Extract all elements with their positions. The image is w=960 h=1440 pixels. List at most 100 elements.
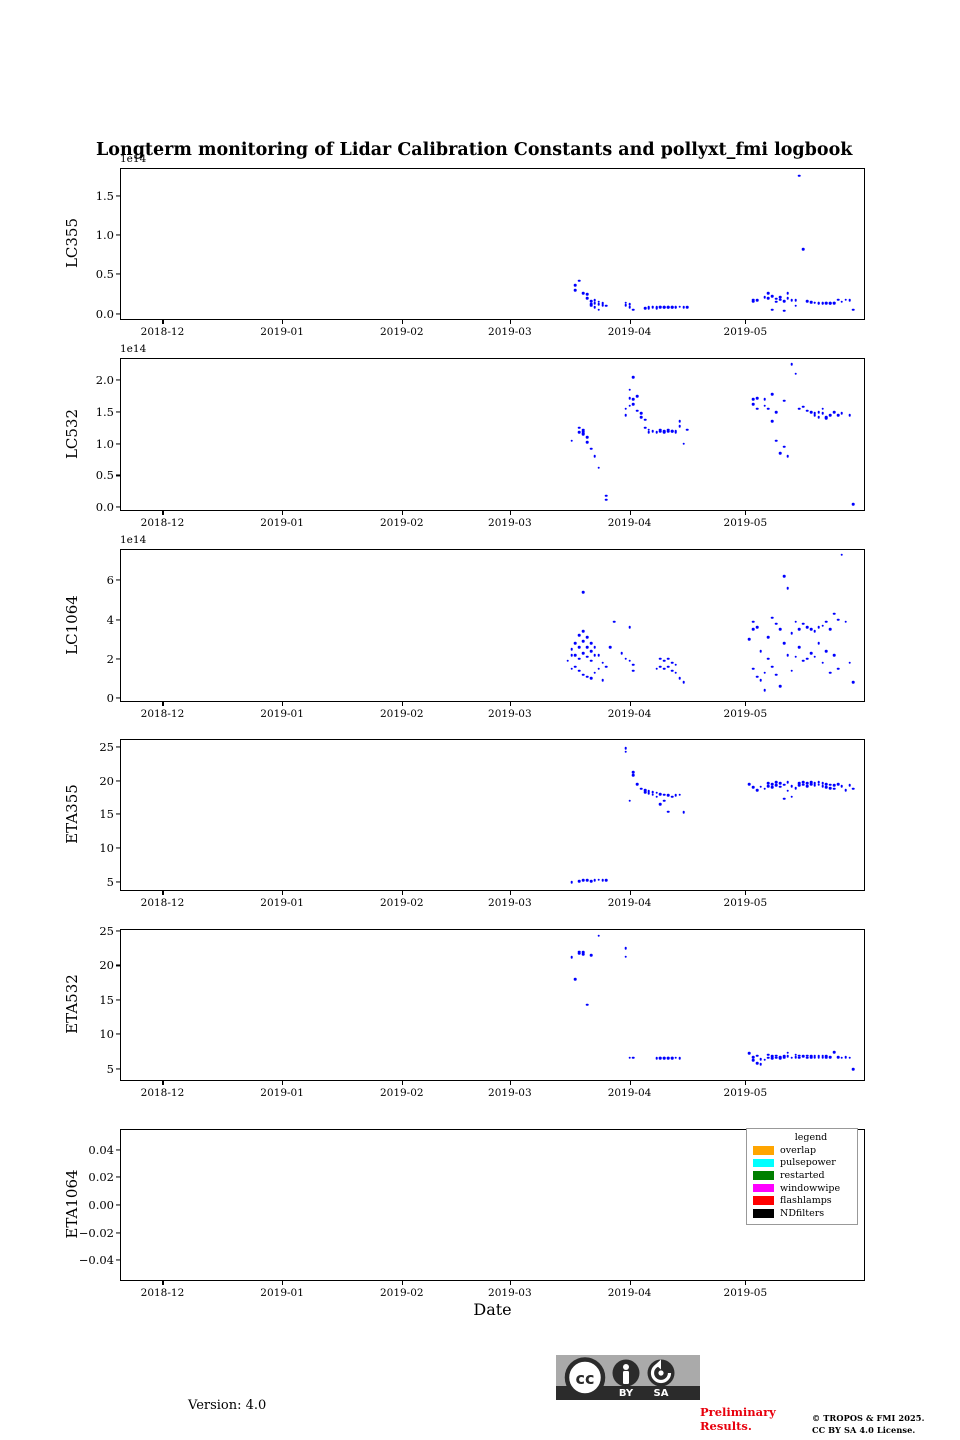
y-tick-label: 0.5 — [95, 267, 114, 282]
data-point — [852, 787, 855, 791]
data-point — [647, 792, 651, 795]
data-point — [798, 1056, 801, 1059]
data-point — [836, 1055, 840, 1059]
data-point — [632, 669, 635, 672]
x-tick-label: 2019-05 — [723, 326, 768, 338]
data-point — [794, 1053, 797, 1057]
data-point — [794, 299, 797, 302]
data-point — [805, 782, 809, 785]
legend-swatch-flashlamps — [753, 1196, 774, 1205]
data-point — [751, 628, 755, 631]
x-tick-label: 2019-04 — [607, 1287, 652, 1299]
y-tick-mark — [116, 579, 120, 581]
data-point — [825, 649, 828, 653]
x-tick-label: 2019-04 — [607, 897, 652, 909]
data-point — [624, 413, 627, 417]
data-point — [674, 663, 678, 667]
x-tick-label: 2019-02 — [379, 517, 424, 529]
data-point — [817, 783, 820, 787]
data-point — [578, 279, 581, 282]
data-point — [655, 1057, 658, 1060]
data-point — [774, 1054, 778, 1057]
data-point — [809, 628, 813, 631]
data-point — [755, 626, 759, 629]
legend-item-ndfilters: NDfilters — [753, 1207, 851, 1220]
data-point — [666, 429, 670, 433]
data-point — [844, 1055, 847, 1059]
x-tick-mark — [401, 511, 403, 515]
data-point — [682, 681, 685, 684]
data-point — [628, 302, 631, 306]
data-point — [624, 955, 627, 958]
y-axis-label-eta355: ETA355 — [63, 784, 81, 844]
data-point — [771, 392, 774, 396]
data-point — [832, 784, 836, 787]
x-tick-mark — [509, 511, 511, 515]
svg-text:cc: cc — [576, 1369, 595, 1388]
data-point — [578, 426, 581, 430]
x-tick-mark — [629, 511, 631, 515]
data-point — [813, 411, 817, 415]
data-point — [678, 424, 681, 428]
data-point — [774, 784, 778, 787]
data-point — [593, 306, 597, 309]
data-point — [771, 1054, 774, 1058]
data-point — [628, 388, 631, 392]
data-point — [771, 1057, 774, 1060]
legend-item-flashlamps: flashlamps — [753, 1194, 851, 1207]
data-point — [639, 787, 643, 791]
data-point — [817, 626, 820, 629]
y-tick-mark — [116, 474, 120, 476]
data-point — [628, 626, 631, 629]
data-point — [635, 409, 639, 412]
y-tick-mark — [116, 1176, 120, 1178]
data-point — [809, 782, 813, 786]
data-point — [585, 296, 589, 300]
x-tick-label: 2019-01 — [260, 1287, 304, 1299]
data-point — [828, 783, 832, 787]
y-tick-label: 1.0 — [95, 436, 114, 451]
data-point — [759, 785, 763, 789]
data-point — [608, 645, 612, 649]
data-point — [852, 681, 855, 684]
data-point — [767, 635, 770, 639]
data-point — [620, 651, 624, 655]
data-point — [840, 1056, 844, 1059]
data-point — [585, 1003, 589, 1006]
y-tick-label: 0.5 — [95, 468, 114, 483]
data-point — [632, 770, 635, 774]
data-point — [628, 396, 631, 400]
data-point — [751, 667, 755, 670]
data-point — [852, 308, 855, 312]
data-point — [597, 308, 600, 312]
data-point — [828, 1055, 832, 1059]
data-point — [763, 295, 766, 299]
data-point — [578, 879, 581, 883]
data-point — [755, 675, 759, 678]
data-point — [589, 879, 593, 883]
y-tick-mark — [116, 1068, 120, 1070]
data-point — [821, 411, 824, 415]
data-point — [666, 657, 670, 661]
data-point — [655, 667, 658, 670]
data-point — [574, 284, 577, 287]
data-point — [570, 880, 573, 884]
data-point — [794, 372, 797, 376]
data-point — [790, 299, 793, 302]
data-point — [597, 667, 600, 670]
y-tick-mark — [116, 273, 120, 275]
data-point — [605, 498, 608, 501]
data-point — [678, 677, 681, 680]
data-point — [825, 620, 828, 623]
data-point — [628, 306, 631, 309]
data-point — [774, 439, 778, 442]
data-point — [662, 306, 666, 309]
data-point — [662, 430, 666, 434]
y-tick-label: 0.0 — [95, 306, 114, 321]
data-point — [585, 878, 589, 882]
x-tick-mark — [629, 1281, 631, 1285]
data-point — [639, 415, 643, 419]
data-point — [747, 1052, 751, 1055]
data-point — [801, 659, 805, 663]
data-point — [771, 782, 774, 786]
